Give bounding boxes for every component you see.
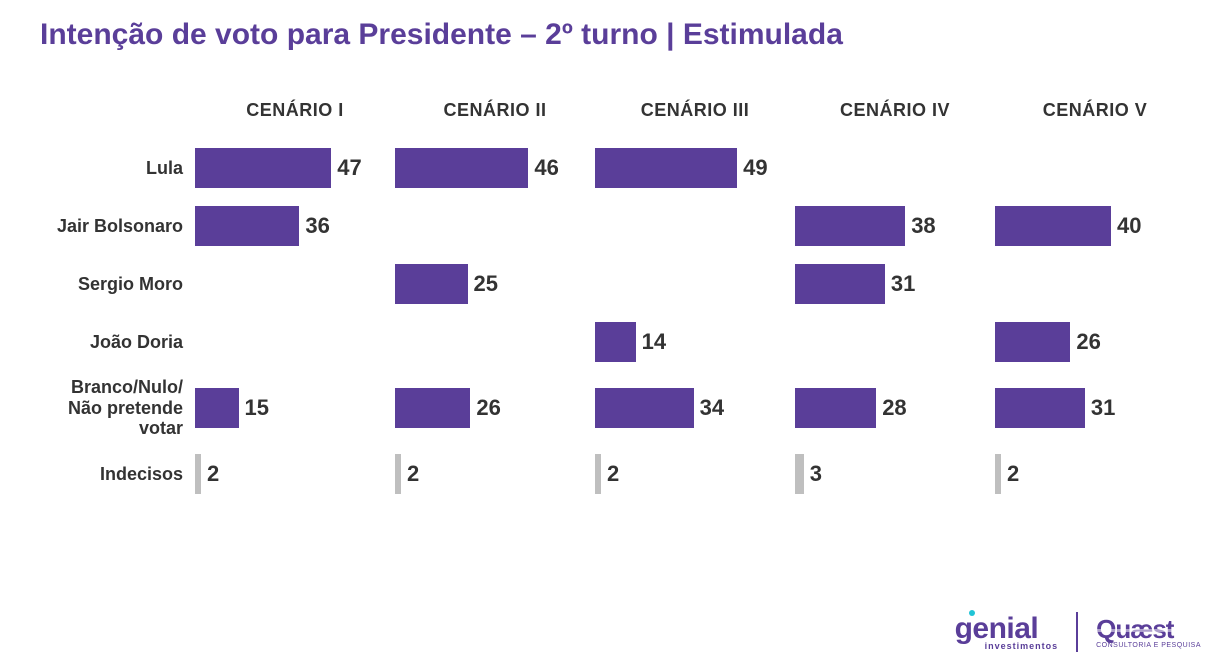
logo-genial: genial investimentos [955,614,1059,651]
data-row: Lula 47 46 49 [0,139,1231,197]
scenario-header: CENÁRIO II [395,100,595,121]
bar-cell: 34 [595,371,795,445]
bar-cell: 47 [195,139,395,197]
logo-genial-main: genial [955,614,1039,644]
bar [995,206,1111,246]
bar-cell [795,313,995,371]
bar-cell: 25 [395,255,595,313]
row-label: Jair Bolsonaro [0,216,195,237]
bar-cell: 31 [795,255,995,313]
bar-cell: 2 [195,445,395,503]
row-label: João Doria [0,332,195,353]
bar-cell: 26 [995,313,1195,371]
scenario-header: CENÁRIO I [195,100,395,121]
row-label: Indecisos [0,464,195,485]
bar-cell [795,139,995,197]
scenario-header: CENÁRIO IV [795,100,995,121]
bar-cell: 46 [395,139,595,197]
scenario-header: CENÁRIO III [595,100,795,121]
footer-logos: genial investimentos Quæst CONSULTORIA E… [955,612,1201,652]
bar-cell [995,255,1195,313]
bar-value: 2 [207,461,219,487]
bar [195,148,331,188]
bar [595,322,636,362]
row-label: Lula [0,158,195,179]
bar-value: 2 [1007,461,1019,487]
bar-cell: 2 [395,445,595,503]
data-row: Jair Bolsonaro 36 38 40 [0,197,1231,255]
bar-cell [395,197,595,255]
bar-cell: 36 [195,197,395,255]
bar-value: 3 [810,461,822,487]
bar-value: 2 [407,461,419,487]
bar-value: 49 [743,155,767,181]
bar-cell: 49 [595,139,795,197]
logo-quaest-main: Quæst [1096,616,1201,642]
bar-value: 26 [476,395,500,421]
bar-cell: 3 [795,445,995,503]
bar [395,148,528,188]
bar [195,454,201,494]
bar-cell [595,255,795,313]
bar-cell: 26 [395,371,595,445]
scenario-header: CENÁRIO V [995,100,1195,121]
bar-value: 14 [642,329,666,355]
bar [995,454,1001,494]
bar-cell: 14 [595,313,795,371]
bar [795,454,804,494]
bar [395,388,470,428]
bar-value: 34 [700,395,724,421]
bar-value: 25 [474,271,498,297]
bar-cell [995,139,1195,197]
data-row: Indecisos 2 2 2 3 2 [0,445,1231,503]
page-title: Intenção de voto para Presidente – 2º tu… [40,18,843,52]
row-label: Sergio Moro [0,274,195,295]
bar-cell [595,197,795,255]
bar-value: 36 [305,213,329,239]
bar [795,388,876,428]
bar-cell: 31 [995,371,1195,445]
bar-cell [195,313,395,371]
bar [395,264,468,304]
bar-chart: CENÁRIO ICENÁRIO IICENÁRIO IIICENÁRIO IV… [0,100,1231,503]
bar-value: 46 [534,155,558,181]
bar [395,454,401,494]
data-row: João Doria 14 26 [0,313,1231,371]
bar [795,206,905,246]
row-label: Branco/Nulo/Não pretendevotar [0,377,195,439]
bar-value: 26 [1076,329,1100,355]
bar-value: 40 [1117,213,1141,239]
bar [195,206,299,246]
logo-quaest: Quæst CONSULTORIA E PESQUISA [1096,616,1201,649]
bar [195,388,239,428]
bar-cell: 2 [995,445,1195,503]
data-row: Branco/Nulo/Não pretendevotar 15 26 34 28 31 [0,371,1231,445]
bar [595,454,601,494]
bar [995,388,1085,428]
bar-value: 28 [882,395,906,421]
bar-value: 31 [1091,395,1115,421]
bar-cell: 40 [995,197,1195,255]
bar-cell [195,255,395,313]
bar [995,322,1070,362]
bar-value: 15 [245,395,269,421]
bar [795,264,885,304]
bar-value: 2 [607,461,619,487]
bar-value: 38 [911,213,935,239]
bar-cell: 38 [795,197,995,255]
bar-cell: 15 [195,371,395,445]
data-row: Sergio Moro 25 31 [0,255,1231,313]
bar-value: 31 [891,271,915,297]
bar-cell: 28 [795,371,995,445]
bar-cell [395,313,595,371]
bar [595,388,694,428]
bar-value: 47 [337,155,361,181]
bar-cell: 2 [595,445,795,503]
bar [595,148,737,188]
scenario-header-row: CENÁRIO ICENÁRIO IICENÁRIO IIICENÁRIO IV… [0,100,1231,121]
logo-separator [1076,612,1078,652]
